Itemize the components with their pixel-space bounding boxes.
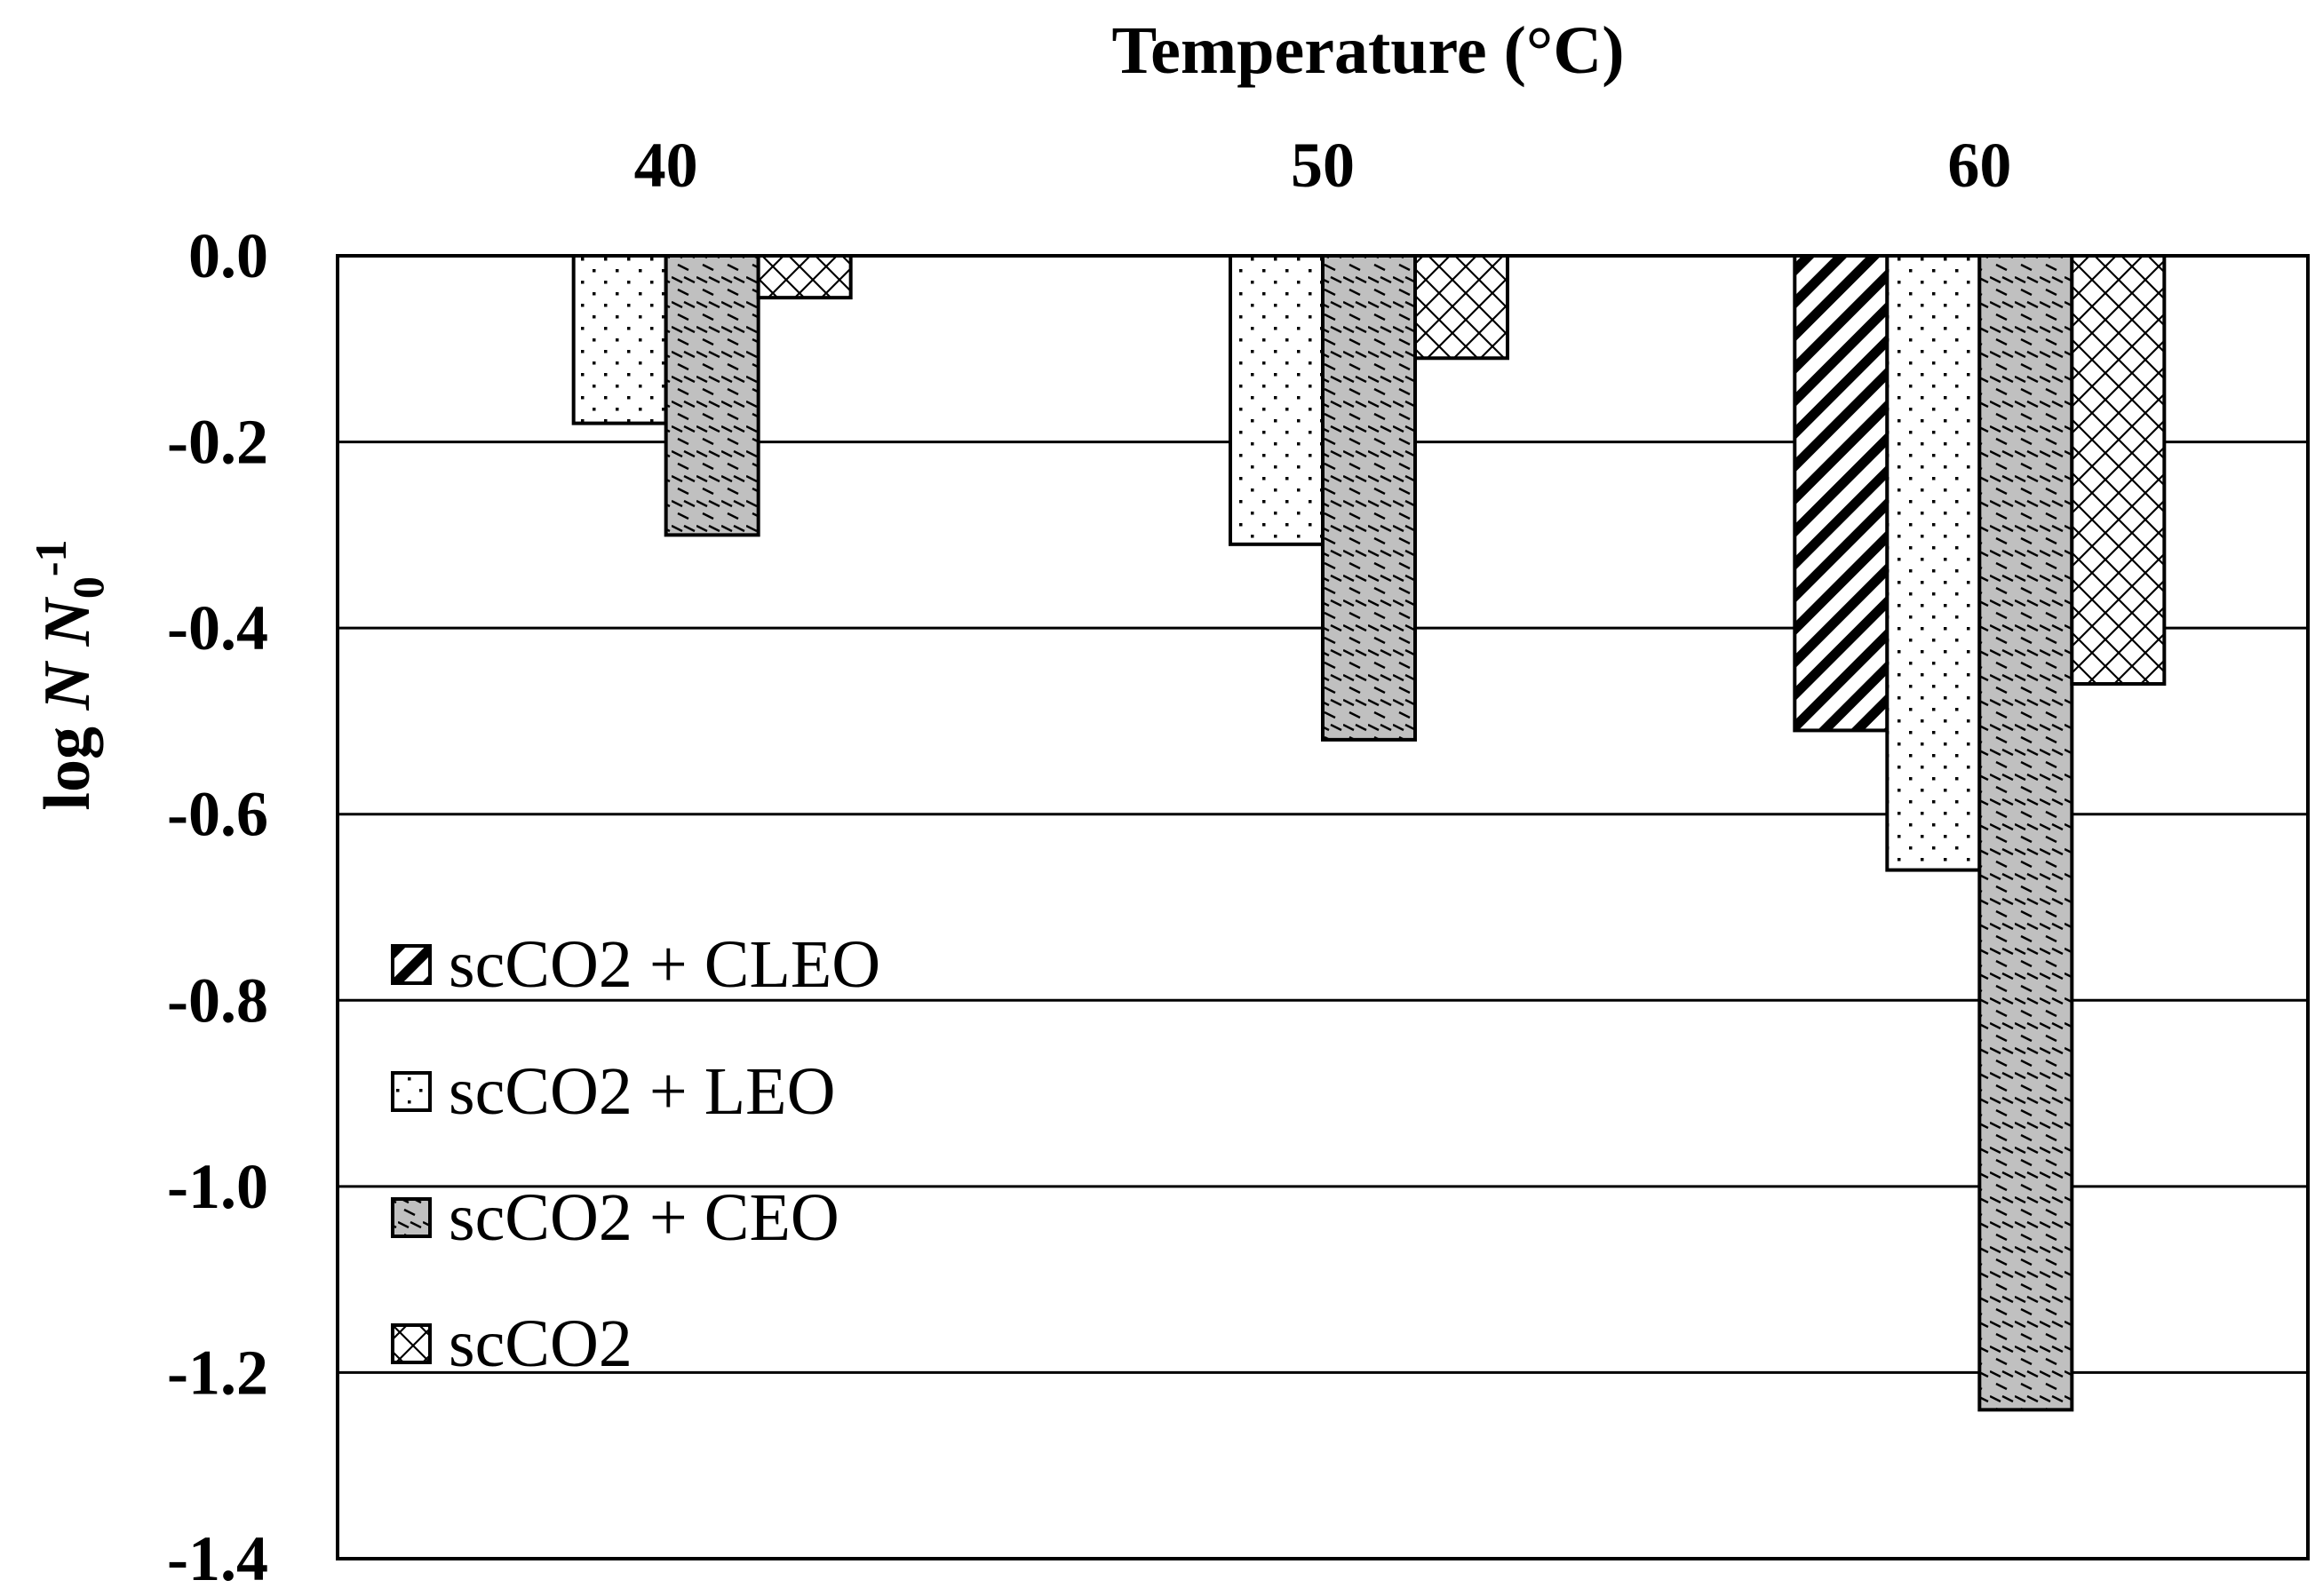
ylabel-n0: N (31, 597, 104, 647)
legend-swatch (391, 1071, 432, 1112)
legend-swatch (391, 1323, 432, 1364)
y-tick-label: -0.4 (167, 592, 268, 663)
y-tick-label: -0.6 (167, 779, 268, 850)
y-tick-label: -0.2 (167, 407, 268, 478)
y-tick-label: -0.8 (167, 965, 268, 1036)
legend-swatch (391, 1197, 432, 1238)
plot-area-frame (336, 254, 2310, 1560)
y-tick-label: -1.2 (167, 1337, 268, 1408)
y-tick-label: 0.0 (188, 220, 268, 291)
bar-crosshatch-50 (1413, 254, 1509, 361)
ylabel-n: N (31, 661, 104, 711)
ylabel-prefix: log (31, 711, 104, 811)
y-tick-labels: 0.0 -0.2 -0.4 -0.6 -0.8 -1.0 -1.2 -1.4 (167, 220, 268, 1594)
y-tick-label: -1.4 (167, 1523, 268, 1594)
x-tick-label: 40 (634, 130, 698, 201)
legend-label: scCO2 + CEO (449, 1180, 839, 1255)
legend-label: scCO2 + LEO (449, 1054, 835, 1129)
bar-dots-60 (1885, 254, 1982, 872)
x-tick-label: 60 (1947, 130, 2011, 201)
y-axis-title: log N N0-1 (26, 539, 113, 810)
x-tick-labels: 40 50 60 (634, 130, 2012, 201)
x-axis-title: Temperature (°C) (1111, 13, 1624, 88)
bar-diagonal-60 (1793, 254, 1889, 733)
bar-dots-40 (571, 254, 668, 425)
ylabel-superscript: -1 (26, 539, 76, 576)
bar-gray-dashes-40 (664, 254, 760, 537)
ylabel-space (31, 647, 104, 663)
bar-gray-dashes-60 (1977, 254, 2074, 1412)
y-tick-label: -1.0 (167, 1151, 268, 1222)
bar-crosshatch-40 (756, 254, 853, 300)
legend-label: scCO2 + CLEO (449, 927, 880, 1002)
bar-dots-50 (1229, 254, 1325, 546)
legend: scCO2 + CLEO scCO2 + LEO scCO2 + CEO scCO2 (391, 927, 880, 1381)
legend-swatch (391, 944, 432, 985)
legend-label: scCO2 (449, 1306, 632, 1381)
x-tick-label: 50 (1291, 130, 1355, 201)
bar-gray-dashes-50 (1321, 254, 1417, 742)
bar-crosshatch-60 (2070, 254, 2167, 687)
ylabel-subscript: 0 (63, 576, 113, 599)
